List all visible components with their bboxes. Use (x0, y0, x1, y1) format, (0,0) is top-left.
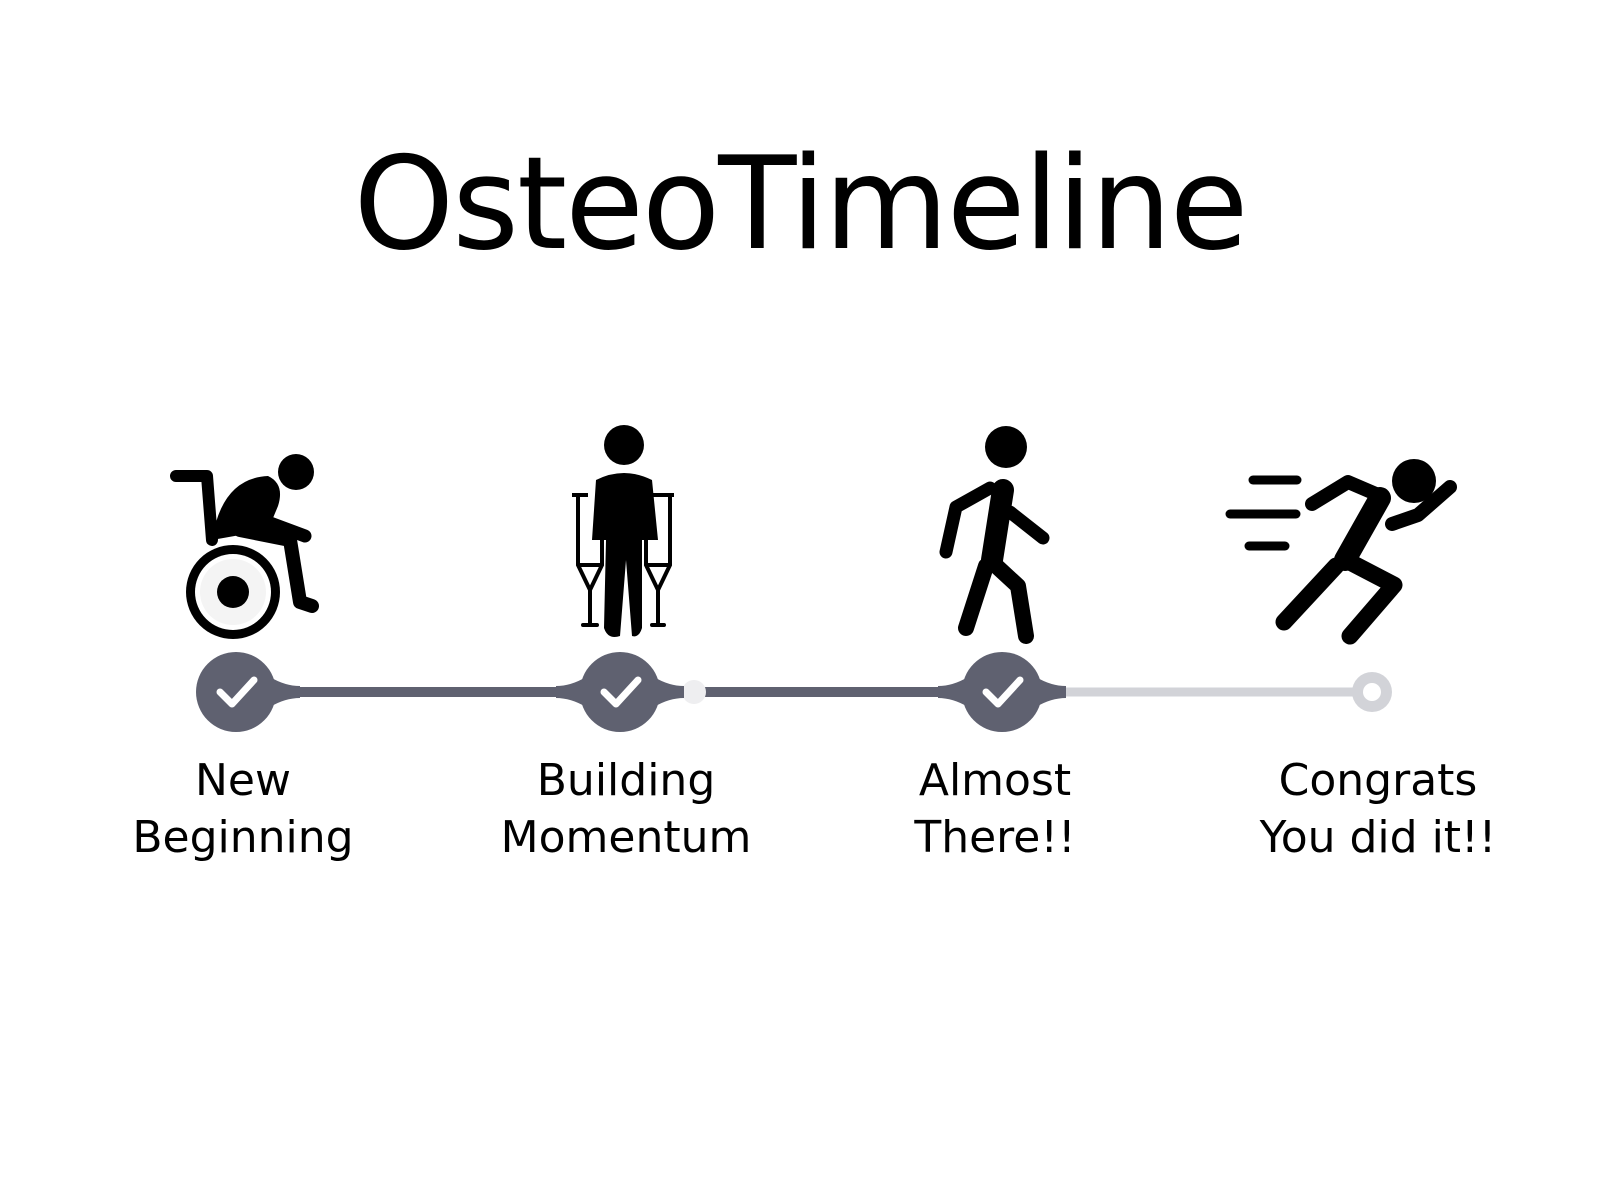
stage-label-3: Almost There!! (835, 752, 1155, 866)
stage-label-2-line2: Momentum (500, 812, 752, 863)
stage-label-4: Congrats You did it!! (1218, 752, 1538, 866)
check-icon (216, 676, 258, 708)
timeline-node-3 (938, 652, 1066, 732)
walking-person-icon (939, 426, 1050, 644)
timeline-node-1 (196, 652, 300, 732)
wheelchair-person-icon (170, 454, 319, 639)
timeline-node-2 (556, 652, 684, 732)
stage-label-4-line2: You did it!! (1259, 812, 1497, 863)
stage-label-3-line2: There!! (914, 812, 1076, 863)
timeline-node-4 (1352, 672, 1392, 712)
check-icon (600, 676, 642, 708)
stage-label-4-line1: Congrats (1278, 755, 1478, 806)
stage-label-2-line1: Building (536, 755, 716, 806)
person-on-crutches-icon (572, 425, 674, 637)
stage-label-3-line1: Almost (918, 755, 1072, 806)
timeline-faint-dot (682, 680, 706, 704)
stage-label-1-line1: New (195, 755, 291, 806)
check-icon (982, 676, 1024, 708)
stage-label-1-line2: Beginning (132, 812, 354, 863)
stage-label-2: Building Momentum (466, 752, 786, 866)
page-title: OsteoTimeline (353, 130, 1249, 279)
stage-label-1: New Beginning (83, 752, 403, 866)
running-person-icon (1225, 459, 1457, 645)
